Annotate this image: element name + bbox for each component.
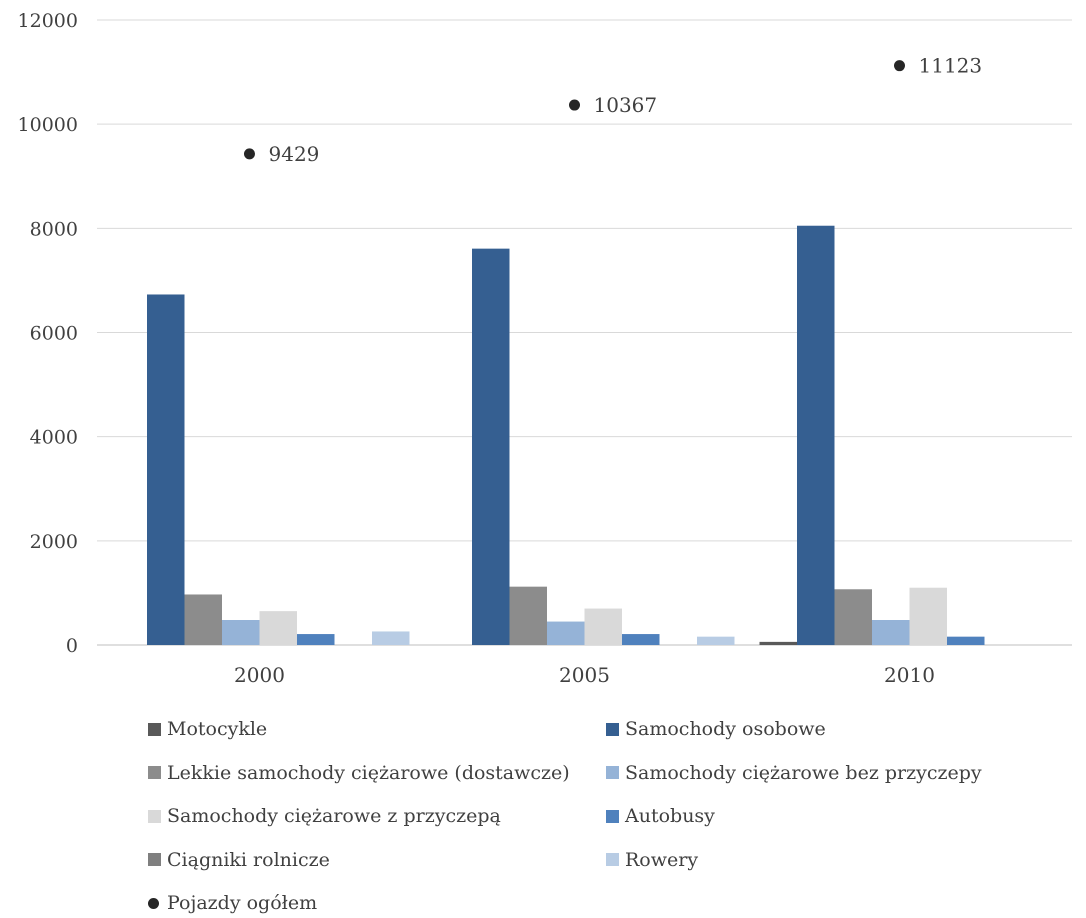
y-tick-label: 2000	[30, 531, 78, 553]
legend-label: Samochody osobowe	[625, 718, 826, 740]
bar	[872, 620, 910, 645]
y-tick-label: 12000	[18, 10, 78, 32]
total-data-label: 9429	[269, 142, 320, 166]
total-point	[894, 60, 905, 72]
total-data-label: 11123	[919, 54, 983, 78]
legend-label: Rowery	[625, 848, 699, 871]
y-tick-label: 4000	[30, 427, 78, 449]
legend-label: Motocykle	[167, 718, 268, 740]
x-tick-label: 2010	[884, 663, 935, 687]
gridlines	[97, 19, 1072, 646]
legend-item: Motocykle	[148, 714, 267, 744]
total-markers: 9429 10367 11123	[244, 54, 982, 166]
legend-swatch	[606, 766, 619, 779]
bar	[584, 608, 622, 645]
bar	[547, 621, 585, 645]
legend-label: Pojazdy ogółem	[167, 892, 318, 914]
total-point	[244, 148, 255, 160]
y-tick-label: 10000	[18, 114, 78, 136]
legend-swatch	[606, 722, 619, 736]
y-tick-label: 8000	[30, 218, 78, 240]
x-tick-label: 2000	[234, 663, 285, 687]
legend-swatch	[148, 722, 161, 736]
bar	[909, 587, 947, 645]
legend-swatch	[148, 809, 161, 823]
bar	[259, 611, 297, 645]
bar	[697, 636, 735, 645]
y-tick-label: 0	[66, 635, 78, 657]
legend-dot	[148, 897, 159, 909]
y-tick-label: 6000	[30, 323, 78, 345]
legend-item: Autobusy	[606, 801, 715, 831]
bar	[297, 634, 335, 645]
bar	[184, 594, 222, 645]
legend-swatch	[148, 766, 161, 779]
bar	[472, 248, 510, 646]
x-tick-label: 2005	[559, 663, 610, 687]
legend-label: Samochody ciężarowe z przyczepą	[167, 805, 501, 827]
legend-item: Samochody ciężarowe z przyczepą	[148, 801, 501, 831]
y-axis-ticks: 0 2000 4000 6000 8000 10000 12000	[18, 10, 78, 657]
bar	[509, 586, 547, 645]
legend-label: Autobusy	[625, 805, 715, 827]
legend-label: Samochody ciężarowe bez przyczepy	[625, 761, 982, 784]
bar	[759, 641, 797, 645]
legend-swatch	[606, 853, 619, 866]
bars	[147, 225, 985, 646]
bar	[147, 294, 185, 645]
bar	[222, 620, 260, 645]
bar	[797, 225, 835, 645]
legend-item: Rowery	[606, 845, 698, 875]
legend-item: Ciągniki rolnicze	[148, 845, 330, 875]
legend-label: Ciągniki rolnicze	[167, 848, 330, 871]
total-data-label: 10367	[594, 93, 658, 117]
legend-item: Samochody ciężarowe bez przyczepy	[606, 758, 982, 788]
bar	[372, 631, 410, 645]
legend-item: Samochody osobowe	[606, 714, 826, 744]
bar	[947, 636, 985, 645]
total-point	[569, 99, 580, 111]
legend-label: Lekkie samochody ciężarowe (dostawcze)	[167, 761, 570, 784]
chart-plot: 0 2000 4000 6000 8000 10000 12000 9429 10367 111…	[18, 10, 1072, 687]
bar	[834, 589, 872, 645]
legend-swatch	[148, 853, 161, 866]
x-axis-ticks: 2000 2005 2010	[234, 663, 935, 687]
bar	[622, 634, 660, 645]
legend-swatch	[606, 809, 619, 823]
legend-item: Lekkie samochody ciężarowe (dostawcze)	[148, 758, 570, 788]
legend-item: Pojazdy ogółem	[148, 888, 317, 918]
